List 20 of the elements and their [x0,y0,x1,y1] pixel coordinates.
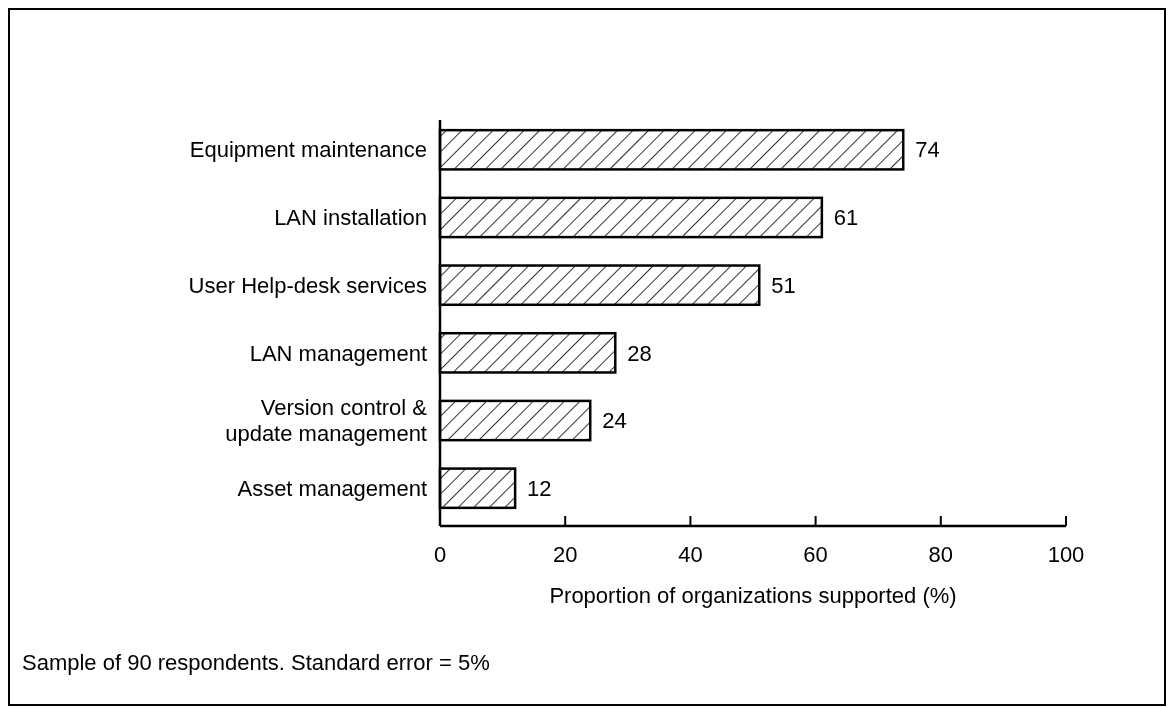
y-tick-label: LAN management [249,340,427,366]
x-tick-label: 40 [678,542,703,567]
data-label: 51 [771,272,796,298]
data-label: 74 [915,137,940,163]
data-label: 24 [602,408,627,434]
y-tick-label: Asset management [237,475,427,501]
x-axis-title: Proportion of organizations supported (%) [549,583,957,608]
x-tick-label: 100 [1047,542,1085,567]
data-label: 28 [627,340,652,366]
x-tick-label: 80 [928,542,954,567]
x-tick-label: 20 [552,542,578,567]
y-tick-label: Version control & update management [225,395,428,447]
y-tick-label: LAN installation [274,205,427,231]
y-tick-label: Equipment maintenance [189,137,427,163]
data-label: 61 [833,205,859,231]
data-label: 12 [527,475,552,501]
y-tick-label: User Help-desk services [188,272,427,298]
x-tick-label: 0 [433,542,447,567]
text: Sample of 90 respondents. Standard error = 5% [22,650,490,675]
x-tick-label: 60 [803,542,828,567]
